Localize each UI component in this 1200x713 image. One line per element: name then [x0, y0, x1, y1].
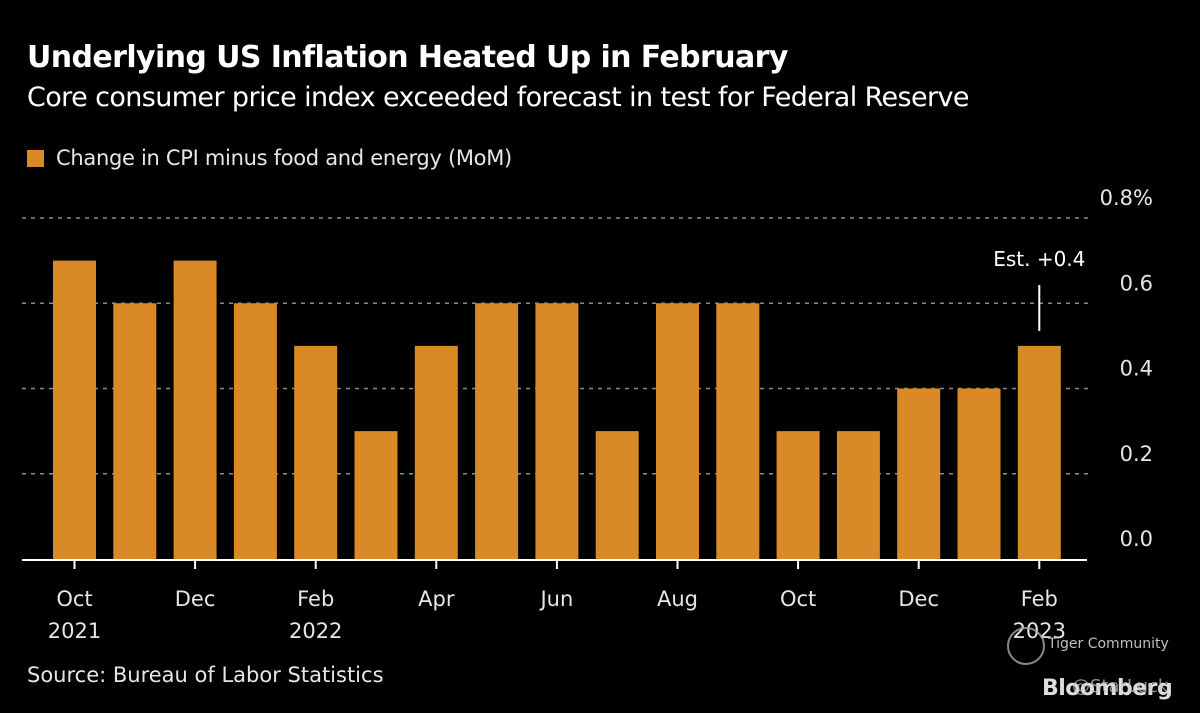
bar	[1017, 345, 1061, 559]
x-tick-label: Feb	[297, 587, 334, 611]
bar	[294, 345, 338, 559]
bar	[897, 388, 941, 559]
bloomberg-logo: Bloomberg	[1042, 676, 1173, 701]
x-tick-label-year: 2022	[289, 619, 342, 643]
bar	[475, 303, 519, 559]
bar	[173, 260, 217, 559]
watermark-tiger-community: Tiger Community	[1048, 636, 1169, 652]
x-tick-label: Jun	[538, 587, 573, 611]
legend: Change in CPI minus food and energy (MoM…	[27, 146, 512, 170]
bar	[354, 431, 398, 559]
y-tick-label: 0.2	[1120, 442, 1153, 466]
y-tick-label: 0.4	[1120, 357, 1153, 381]
source-note: Source: Bureau of Labor Statistics	[27, 663, 384, 687]
tiger-coin-icon	[1007, 627, 1045, 665]
x-tick-label: Aug	[657, 587, 698, 611]
bar	[836, 431, 880, 559]
annotations: Est. +0.4	[993, 247, 1085, 331]
x-tick-label: Oct	[56, 587, 92, 611]
bar	[414, 345, 458, 559]
y-axis: 0.0 0.2 0.4 0.6 0.8%	[1100, 186, 1153, 551]
x-tick-label: Dec	[175, 587, 216, 611]
bar	[776, 431, 820, 559]
x-tick-label: Feb	[1021, 587, 1058, 611]
x-tick-label: Dec	[898, 587, 939, 611]
bar	[53, 260, 96, 559]
bar	[656, 303, 699, 559]
legend-label: Change in CPI minus food and energy (MoM…	[56, 146, 512, 170]
y-tick-label: 0.6	[1120, 271, 1153, 295]
bar	[535, 303, 579, 559]
chart-subtitle: Core consumer price index exceeded forec…	[27, 82, 970, 113]
watermark-handle: @StarLuck	[1072, 676, 1169, 697]
bar	[233, 303, 277, 559]
legend-swatch	[27, 149, 44, 167]
annotation-label: Est. +0.4	[993, 247, 1085, 271]
bar	[957, 388, 1001, 559]
x-tick-label-year: 2021	[48, 619, 101, 643]
y-tick-label: 0.0	[1120, 527, 1153, 551]
bar	[716, 303, 760, 559]
bar	[595, 431, 639, 559]
bars	[53, 260, 1061, 559]
bar	[113, 303, 157, 559]
x-tick-label: Oct	[780, 587, 816, 611]
x-tick-label: Apr	[418, 587, 455, 611]
y-tick-label: 0.8%	[1100, 186, 1153, 210]
chart-title: Underlying US Inflation Heated Up in Feb…	[27, 40, 788, 75]
